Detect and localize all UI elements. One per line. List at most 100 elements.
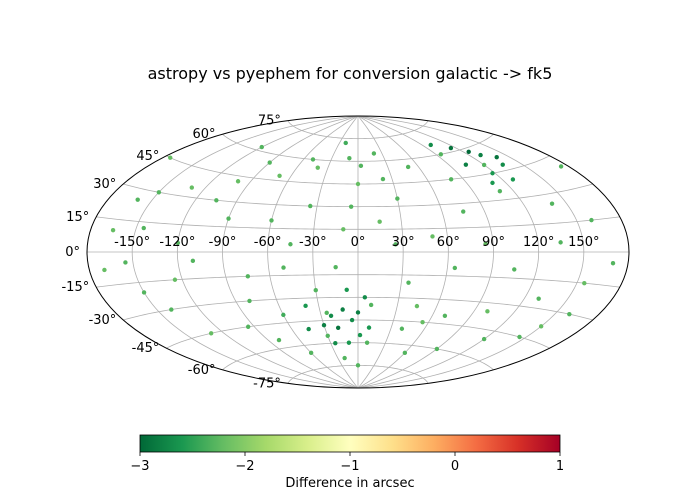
data-point	[362, 295, 368, 300]
data-point	[169, 307, 174, 312]
data-point	[335, 325, 341, 330]
data-point	[341, 227, 346, 232]
longitude-gridline	[357, 115, 585, 389]
data-point	[306, 326, 311, 332]
data-point	[358, 163, 364, 169]
data-point	[245, 324, 251, 329]
data-point	[313, 287, 318, 293]
data-point	[172, 277, 178, 282]
longitude-tick-label: -90°	[209, 235, 237, 250]
data-point	[466, 149, 471, 154]
colorbar-tick-label: −2	[235, 459, 254, 474]
data-point	[478, 152, 483, 158]
latitude-tick-label: 15°	[66, 210, 89, 225]
longitude-gridline	[357, 115, 540, 389]
data-point	[214, 198, 219, 203]
longitude-gridline	[222, 115, 359, 389]
data-point	[110, 227, 116, 233]
colorbar: −3 −2 −1 0 1	[130, 434, 564, 474]
data-point	[325, 333, 330, 338]
latitude-tick-label: 75°	[258, 114, 281, 129]
map-gridlines	[87, 115, 629, 389]
longitude-tick-label: 0°	[351, 235, 366, 250]
data-point	[536, 296, 541, 301]
latitude-tick-label: 0°	[65, 245, 80, 260]
latitude-tick-labels: -75° -60° -45° -30° -15° 0° 15° 30° 45° 60° 75°	[61, 114, 280, 392]
data-points	[102, 140, 616, 368]
data-point	[348, 204, 354, 209]
data-point	[344, 287, 349, 293]
latitude-tick-label: -60°	[188, 363, 216, 378]
data-point	[156, 190, 162, 195]
latitude-tick-label: 60°	[192, 127, 215, 142]
data-point	[168, 155, 173, 160]
data-point	[567, 311, 572, 317]
latitude-tick-label: 30°	[93, 177, 116, 192]
data-point	[402, 350, 408, 356]
data-point	[208, 331, 214, 336]
latitude-tick-label: -45°	[132, 341, 160, 356]
data-point	[438, 152, 444, 157]
latitude-tick-label: -15°	[61, 280, 89, 295]
data-point	[364, 340, 370, 345]
data-point	[448, 177, 454, 182]
data-point	[500, 162, 505, 167]
data-point	[141, 290, 147, 295]
data-point	[610, 261, 616, 266]
data-point	[259, 144, 264, 150]
data-point	[347, 156, 352, 161]
data-point	[485, 309, 490, 314]
data-point	[281, 265, 286, 270]
latitude-tick-label: -30°	[89, 313, 117, 328]
data-point	[582, 280, 587, 286]
longitude-tick-label: -150°	[114, 235, 150, 250]
data-point	[340, 307, 345, 312]
data-point	[406, 280, 411, 285]
data-point	[512, 267, 517, 272]
data-point	[357, 332, 363, 338]
data-point	[308, 350, 314, 356]
data-point	[190, 258, 196, 264]
data-point	[481, 336, 487, 342]
data-point	[538, 324, 544, 329]
data-point	[175, 240, 181, 246]
colorbar-ticks: −3 −2 −1 0 1	[130, 452, 564, 474]
data-point	[333, 340, 338, 346]
longitude-tick-label: -30°	[299, 235, 327, 250]
data-point	[276, 337, 282, 343]
data-point	[497, 188, 503, 194]
data-point	[380, 176, 386, 182]
data-point	[448, 145, 454, 151]
data-point	[269, 218, 274, 223]
data-point	[395, 196, 400, 201]
data-point	[102, 267, 107, 273]
colorbar-tick-label: −3	[130, 459, 149, 474]
data-point	[461, 209, 466, 214]
data-point	[517, 334, 522, 340]
data-point	[315, 165, 320, 170]
longitude-gridline	[357, 115, 404, 389]
data-point	[355, 363, 361, 368]
data-point	[355, 181, 361, 187]
chart-title: astropy vs pyephem for conversion galact…	[147, 64, 553, 83]
data-point	[308, 203, 313, 209]
colorbar-tick-label: 1	[556, 459, 564, 474]
data-point	[245, 274, 251, 279]
colorbar-label: Difference in arcsec	[285, 476, 415, 491]
longitude-tick-label: 60°	[437, 235, 460, 250]
data-point	[393, 242, 398, 247]
data-point	[281, 312, 286, 318]
data-point	[346, 340, 352, 345]
data-point	[452, 265, 458, 271]
data-point	[377, 219, 382, 224]
data-point	[490, 171, 495, 176]
longitude-gridline	[131, 115, 359, 389]
data-point	[303, 303, 308, 309]
data-point	[321, 322, 327, 328]
longitude-tick-label: 90°	[482, 235, 505, 250]
colorbar-gradient	[139, 434, 561, 453]
data-point	[428, 142, 433, 148]
data-point	[442, 313, 448, 318]
data-point	[481, 162, 487, 168]
